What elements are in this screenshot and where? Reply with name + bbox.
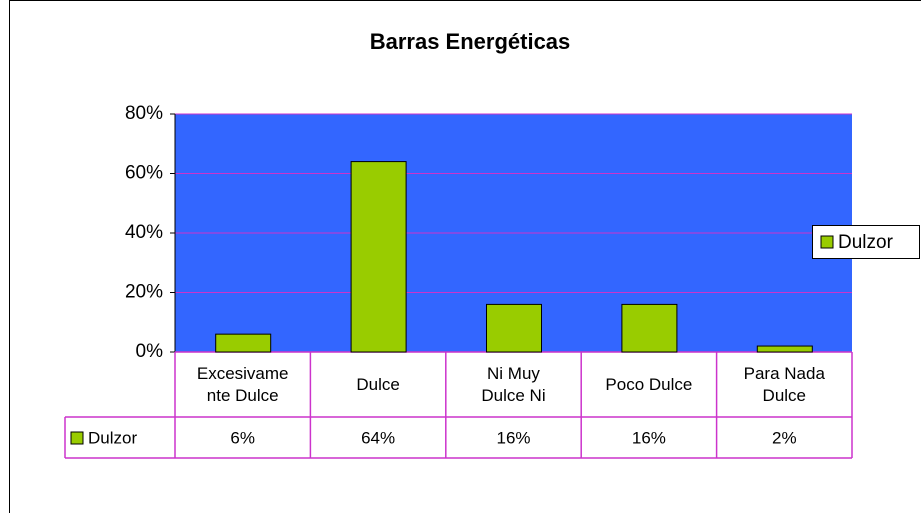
category-text: Poco Dulce [605, 374, 693, 394]
legend-key [70, 431, 84, 445]
x-tick-label: Poco Dulce [581, 352, 716, 417]
bar [350, 161, 407, 353]
legend-label: Dulzor [838, 232, 894, 253]
x-tick-label: Excesivamente Dulce [175, 352, 310, 417]
x-tick-label: Ni Muy Dulce Ni [446, 352, 581, 417]
bar [756, 345, 813, 353]
y-tick-label: 40% [125, 222, 163, 243]
table-value: 16% [496, 428, 530, 447]
category-text: Excesivamente Dulce [196, 363, 289, 405]
chart-title: Barras Energéticas [370, 29, 571, 54]
y-tick-label: 80% [125, 103, 163, 124]
bar [621, 303, 678, 353]
category-text: Dulce [356, 374, 400, 394]
bar [486, 303, 542, 353]
table-value: 6% [230, 428, 255, 447]
y-tick-label: 60% [125, 163, 163, 184]
y-tick-label: 20% [125, 282, 163, 303]
table-value: 64% [361, 428, 395, 447]
table-value: 16% [632, 428, 666, 447]
x-tick-label: Dulce [310, 352, 445, 417]
bar [215, 333, 272, 353]
category-text: Para Nada Dulce [743, 363, 825, 405]
y-tick-label: 0% [136, 341, 164, 362]
x-tick-label: Para Nada Dulce [717, 352, 852, 417]
table-series-name: Dulzor [88, 428, 137, 447]
table-value: 2% [772, 428, 797, 447]
legend-key [820, 235, 834, 249]
category-text: Ni Muy Dulce Ni [481, 363, 546, 405]
